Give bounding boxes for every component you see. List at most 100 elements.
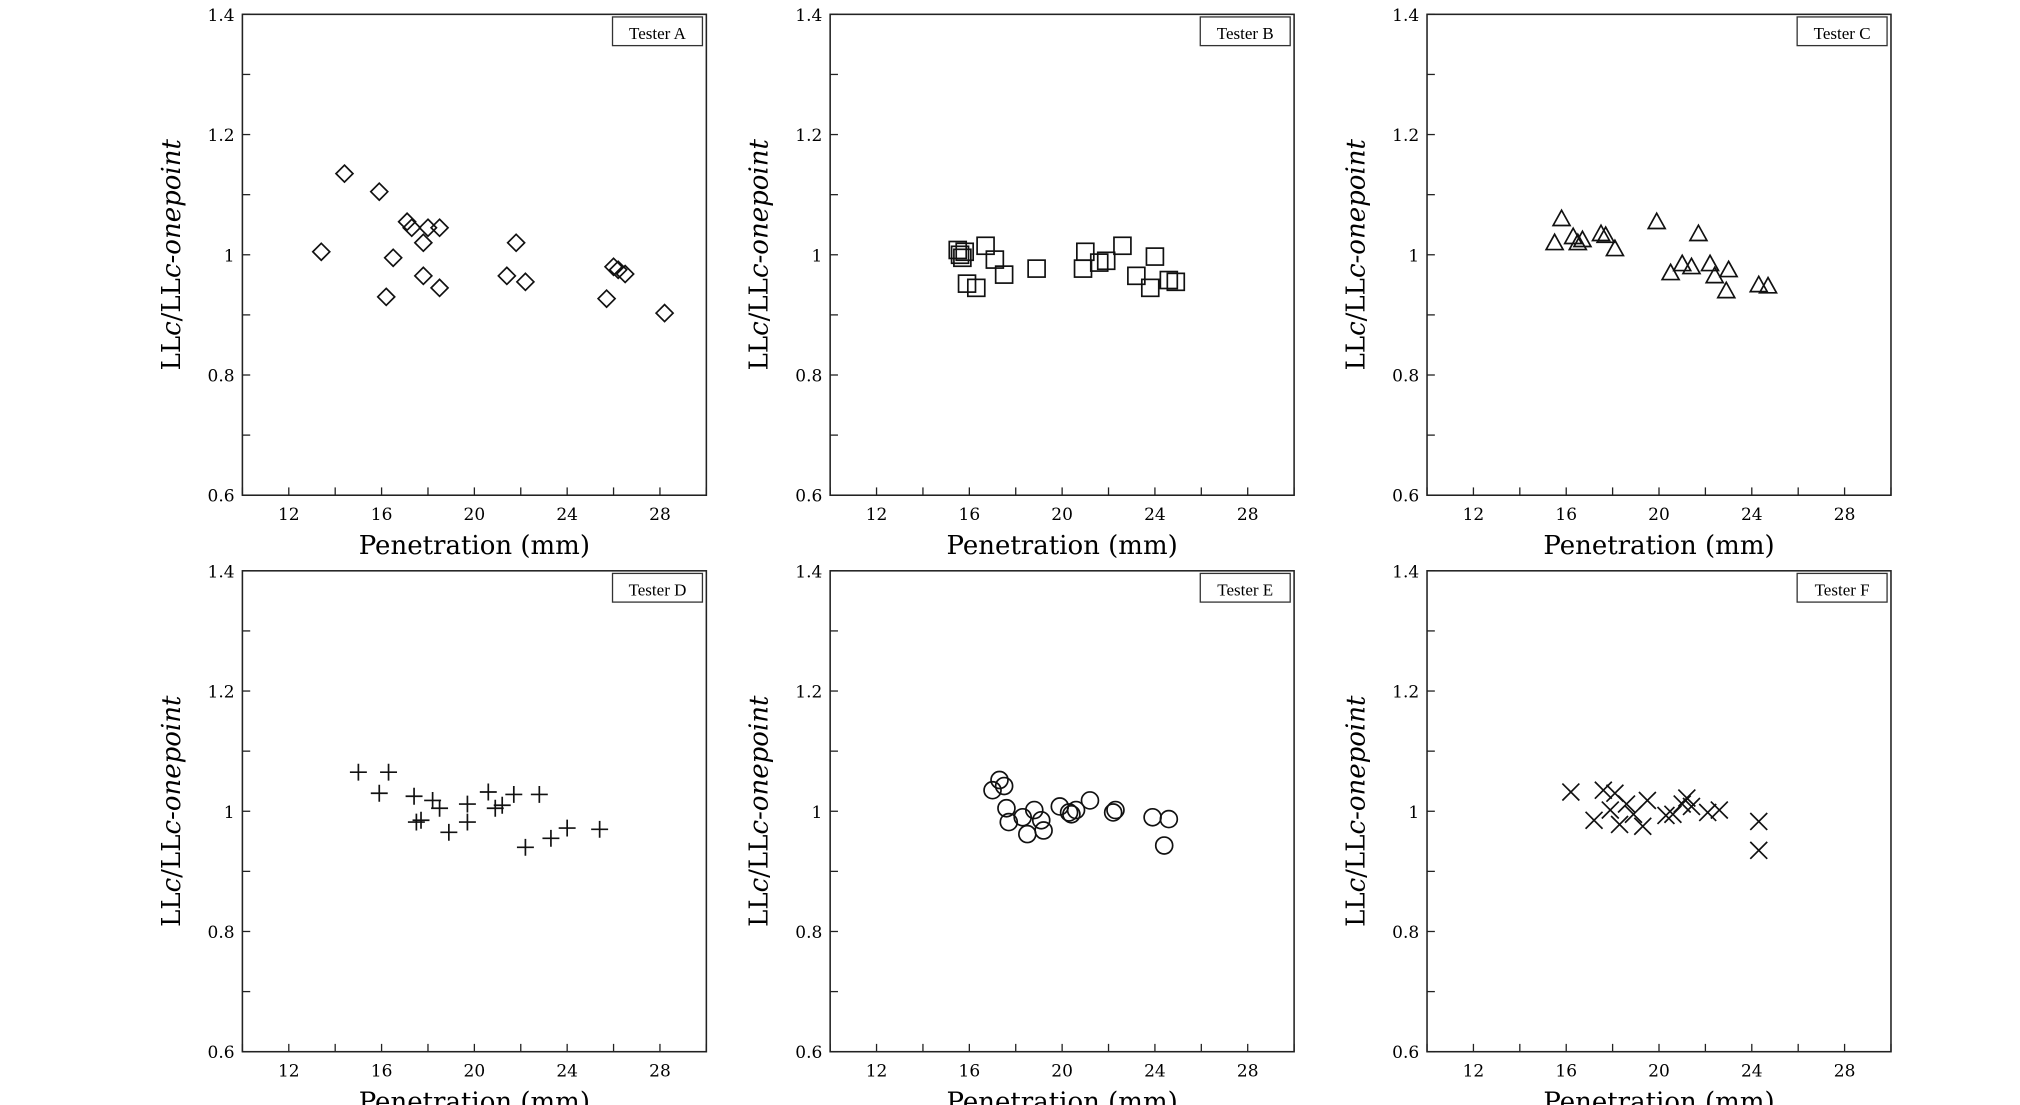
- data-point-circle: [1159, 809, 1179, 829]
- data-point-diamond: [376, 287, 396, 307]
- data-point-plus: [431, 799, 449, 817]
- data-point-square: [1166, 272, 1186, 292]
- y-axis-label-part: /LL: [157, 835, 187, 878]
- y-tick-label: 0.8: [795, 923, 822, 943]
- data-point-cross: [1601, 800, 1620, 820]
- data-point-plus: [458, 813, 476, 831]
- data-point-plus: [380, 763, 398, 781]
- data-point-plus: [440, 823, 458, 841]
- legend-label: Tester D: [629, 581, 687, 600]
- data-point-plus: [370, 784, 388, 802]
- x-tick-label: 24: [1144, 505, 1166, 525]
- data-point-diamond: [429, 278, 450, 298]
- x-axis-label: Penetration (mm): [1543, 531, 1774, 561]
- data-point-cross: [1594, 781, 1613, 800]
- plot-frame: [1426, 570, 1892, 1053]
- legend-box: [611, 572, 704, 603]
- y-axis-label-part: c: [157, 321, 187, 336]
- x-tick-label: 28: [1237, 505, 1259, 525]
- legend-label: Tester A: [629, 24, 687, 43]
- data-point-square: [1073, 259, 1093, 278]
- y-axis-label-part: c-onepoint: [1341, 139, 1371, 278]
- y-axis-label-part: c: [745, 321, 775, 336]
- y-tick-label: 1.4: [208, 562, 235, 582]
- x-axis-label: Penetration (mm): [947, 531, 1178, 561]
- y-tick-label: 0.8: [208, 923, 235, 943]
- data-point-square: [1140, 278, 1160, 298]
- data-point-diamond: [402, 218, 422, 238]
- y-axis-label-part: c: [745, 877, 775, 892]
- y-axis-label-part: LL: [157, 336, 187, 371]
- data-point-square: [1113, 236, 1132, 256]
- y-tick-label: 1.4: [1392, 6, 1419, 26]
- data-point-plus: [349, 763, 367, 781]
- data-point-plus: [412, 811, 430, 829]
- plot-frame: [241, 13, 708, 497]
- x-tick-label: 24: [1144, 1061, 1166, 1081]
- data-point-square: [950, 245, 970, 265]
- y-tick-label: 0.6: [208, 1043, 235, 1063]
- y-axis-label: LLc/LLc-onepoint: [745, 695, 775, 927]
- data-point-diamond: [654, 303, 675, 323]
- data-point-cross: [1610, 815, 1629, 834]
- plot-frame: [829, 13, 1295, 497]
- data-point-square: [953, 248, 972, 268]
- data-point-plus: [407, 813, 425, 831]
- y-tick-label: 1.4: [208, 6, 235, 26]
- x-tick-label: 12: [1463, 1061, 1485, 1081]
- x-tick-label: 24: [556, 505, 578, 525]
- data-point-circle: [1080, 791, 1100, 810]
- data-point-cross: [1638, 791, 1657, 810]
- data-point-circle: [999, 812, 1019, 832]
- data-point-plus: [558, 819, 576, 837]
- x-tick-label: 20: [1648, 1061, 1670, 1081]
- legend-label: Tester B: [1217, 24, 1274, 43]
- y-tick-label: 0.8: [1392, 367, 1419, 387]
- y-axis-label-part: /LL: [157, 278, 187, 321]
- data-point-cross: [1656, 806, 1676, 825]
- data-point-cross: [1633, 817, 1652, 836]
- x-tick-label: 24: [1741, 1061, 1763, 1081]
- x-tick-label: 28: [1237, 1061, 1259, 1081]
- data-point-circle: [983, 780, 1002, 800]
- data-point-square: [1145, 247, 1165, 266]
- data-point-plus: [591, 820, 609, 838]
- data-point-diamond: [397, 212, 417, 232]
- x-tick-label: 20: [464, 505, 486, 525]
- data-point-diamond: [506, 233, 526, 253]
- y-axis-label-part: c: [1341, 877, 1371, 892]
- data-point-triangle: [1681, 256, 1702, 275]
- y-axis-label-part: c-onepoint: [745, 139, 775, 278]
- legend-label: Tester E: [1217, 581, 1273, 600]
- data-point-plus: [516, 838, 534, 856]
- y-tick-label: 1.4: [1392, 562, 1419, 582]
- data-point-diamond: [615, 264, 635, 284]
- data-point-square: [966, 278, 986, 298]
- x-tick-label: 20: [1051, 505, 1073, 525]
- y-tick-label: 1: [812, 246, 823, 266]
- x-tick-label: 12: [866, 1061, 888, 1081]
- y-axis-label-part: /LL: [745, 278, 775, 321]
- y-axis-label-part: c: [1341, 321, 1371, 336]
- data-point-circle: [1154, 836, 1174, 855]
- data-point-diamond: [369, 181, 389, 202]
- data-point-triangle: [1688, 223, 1709, 242]
- data-point-triangle: [1646, 211, 1667, 230]
- y-tick-label: 1.4: [795, 6, 822, 26]
- y-tick-label: 1.2: [795, 683, 822, 703]
- data-point-plus: [542, 829, 560, 847]
- x-tick-label: 12: [1463, 505, 1485, 525]
- data-point-diamond: [515, 272, 536, 292]
- y-axis-label: LLc/LLc-onepoint: [1341, 139, 1371, 371]
- y-tick-label: 1: [1408, 246, 1419, 266]
- data-point-triangle: [1567, 232, 1588, 251]
- data-point-triangle: [1718, 259, 1739, 278]
- y-axis-label-part: c-onepoint: [157, 139, 187, 278]
- y-axis-label-part: c-onepoint: [745, 695, 775, 834]
- legend-label: Tester C: [1814, 24, 1871, 43]
- legend-box: [1796, 16, 1888, 47]
- data-point-plus: [405, 787, 423, 805]
- panel-tester-e: 12 16 20 24 28 0.6 0.8 1 1.2 1.4 Penetration (mm) L…: [745, 562, 1295, 1105]
- data-point-circle: [994, 776, 1014, 796]
